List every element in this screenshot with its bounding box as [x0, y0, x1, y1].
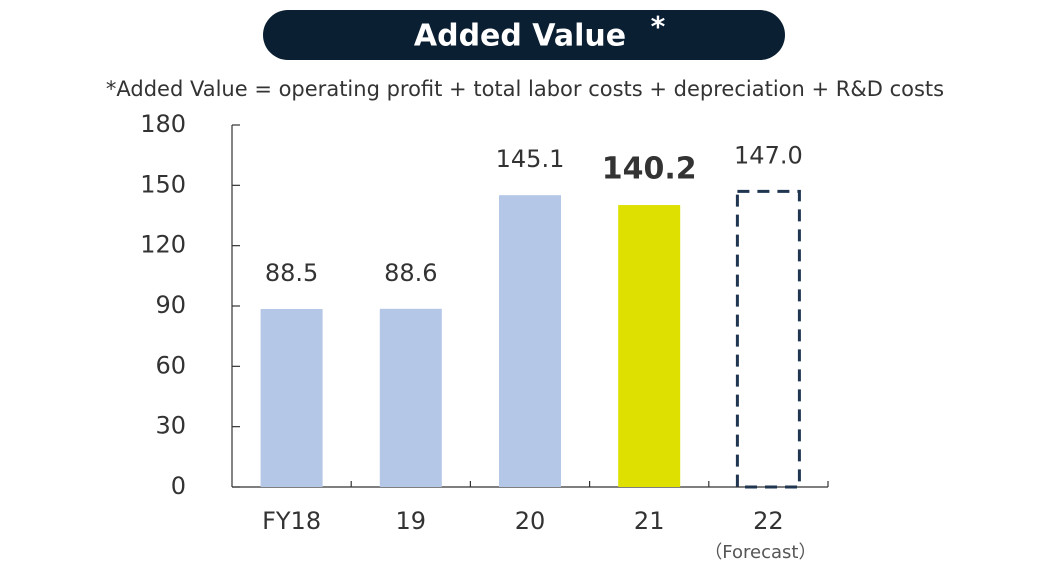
value-label: 88.5: [265, 259, 318, 287]
y-tick-label: 150: [140, 170, 186, 198]
value-label: 140.2: [602, 152, 697, 187]
y-tick-label: 30: [155, 412, 186, 440]
title-pill: [263, 10, 785, 60]
x-tick-label: 22: [753, 507, 784, 535]
value-label: 88.6: [384, 259, 437, 287]
value-label: 145.1: [496, 145, 565, 173]
chart-subtitle: *Added Value = operating profit + total …: [106, 77, 944, 101]
x-tick-label: FY18: [262, 507, 321, 535]
bar: [618, 205, 681, 487]
value-label: 147.0: [734, 141, 803, 169]
y-tick-label: 90: [155, 291, 186, 319]
x-tick-label: 20: [515, 507, 546, 535]
bar: [260, 309, 323, 487]
bar: [735, 189, 801, 489]
chart-title: Added Value: [414, 19, 626, 54]
x-tick-label: 19: [396, 507, 427, 535]
y-tick-label: 120: [140, 231, 186, 259]
title-mark: *: [651, 10, 666, 43]
y-tick-label: 60: [155, 351, 186, 379]
category-note: （Forecast）: [704, 542, 816, 563]
bar: [499, 195, 561, 487]
y-tick-label: 180: [140, 110, 186, 138]
bar: [379, 308, 442, 487]
y-tick-label: 0: [171, 472, 186, 500]
x-tick-label: 21: [634, 507, 665, 535]
